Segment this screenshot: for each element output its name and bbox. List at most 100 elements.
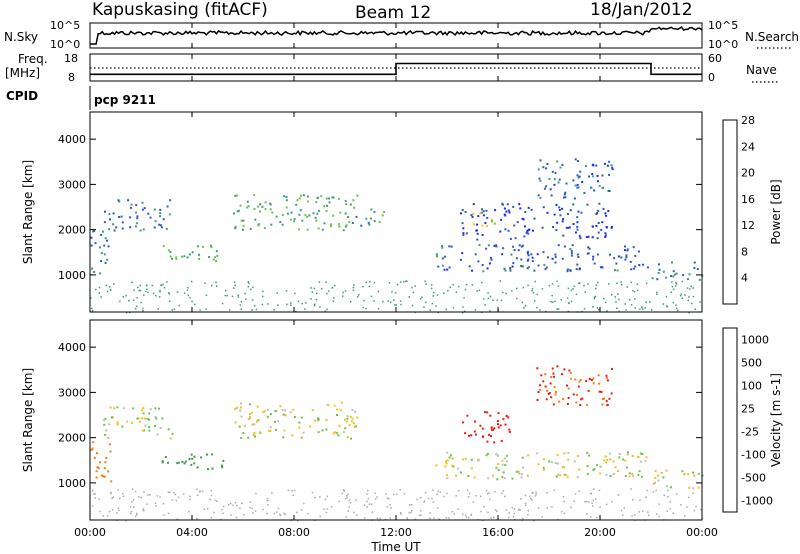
scatter-point xyxy=(210,284,213,287)
echo-point xyxy=(600,390,603,393)
scatter-point xyxy=(189,498,191,501)
scatter-point xyxy=(168,300,171,302)
echo-point xyxy=(634,265,637,268)
echo-point xyxy=(482,214,485,217)
echo-point xyxy=(344,200,347,203)
echo-point xyxy=(264,201,267,204)
colorbar-tick: 100 xyxy=(741,380,762,393)
scatter-point xyxy=(102,515,104,517)
scatter-point xyxy=(548,284,551,287)
echo-point xyxy=(497,426,500,429)
echo-point xyxy=(593,189,596,192)
scatter-point xyxy=(584,291,586,293)
echo-point xyxy=(335,431,338,434)
scatter-point xyxy=(222,512,224,514)
scatter-point xyxy=(111,497,113,500)
scatter-point xyxy=(296,520,299,522)
echo-point xyxy=(118,216,121,218)
echo-point xyxy=(576,221,579,224)
scatter-point xyxy=(513,508,516,510)
scatter-point xyxy=(693,509,696,512)
echo-point xyxy=(578,234,581,237)
scatter-point xyxy=(343,490,345,492)
echo-point xyxy=(336,414,338,416)
echo-point xyxy=(576,476,579,479)
echo-point xyxy=(143,417,146,420)
echo-point xyxy=(555,203,558,206)
echo-point xyxy=(445,460,447,463)
echo-point xyxy=(90,244,93,247)
scatter-point xyxy=(273,309,275,311)
echo-point xyxy=(554,261,557,264)
echo-point xyxy=(527,232,530,235)
echo-point xyxy=(598,382,601,385)
scatter-point xyxy=(229,502,232,505)
scatter-point xyxy=(658,503,660,505)
scatter-point xyxy=(363,299,365,302)
echo-point xyxy=(569,371,572,374)
echo-point xyxy=(558,206,561,209)
echo-point xyxy=(456,467,459,470)
scatter-point xyxy=(171,309,173,311)
scatter-point xyxy=(171,499,174,501)
scatter-point xyxy=(451,511,454,513)
scatter-point xyxy=(467,496,470,498)
scatter-point xyxy=(455,291,458,294)
echo-point xyxy=(610,226,613,229)
scatter-point xyxy=(593,297,596,300)
nave-tick-low: 0 xyxy=(708,71,715,84)
echo-point xyxy=(342,431,345,434)
ytick-label: 1000 xyxy=(58,269,86,282)
echo-point xyxy=(501,476,504,479)
echo-point xyxy=(121,425,124,428)
echo-point xyxy=(592,382,595,385)
echo-point xyxy=(96,466,99,469)
echo-point xyxy=(283,195,286,198)
scatter-point xyxy=(406,280,408,282)
scatter-point xyxy=(412,291,414,294)
scatter-point xyxy=(639,499,641,501)
echo-point xyxy=(515,470,518,473)
scatter-point xyxy=(326,292,328,295)
scatter-point xyxy=(588,501,590,503)
echo-point xyxy=(527,454,530,457)
scatter-point xyxy=(639,308,641,310)
echo-point xyxy=(311,409,314,412)
scatter-point xyxy=(370,295,373,298)
echo-point xyxy=(103,423,106,426)
echo-point xyxy=(254,435,256,438)
scatter-point xyxy=(645,496,647,498)
scatter-point xyxy=(216,500,218,502)
echo-point xyxy=(651,277,654,280)
echo-point xyxy=(477,215,480,218)
echo-point xyxy=(121,221,124,224)
echo-point xyxy=(537,264,540,267)
echo-point xyxy=(481,234,484,236)
echo-point xyxy=(475,229,478,232)
scatter-point xyxy=(399,300,402,302)
echo-point xyxy=(494,209,497,212)
scatter-point xyxy=(419,298,422,300)
echo-point xyxy=(559,474,562,477)
nsky-series xyxy=(90,26,703,45)
echo-point xyxy=(597,180,599,183)
echo-point xyxy=(116,421,119,424)
scatter-point xyxy=(173,308,176,310)
scatter-point xyxy=(129,506,132,508)
echo-point xyxy=(558,178,561,181)
scatter-point xyxy=(387,300,389,302)
scatter-point xyxy=(405,280,407,282)
echo-point xyxy=(503,457,506,460)
echo-point xyxy=(154,425,157,427)
scatter-point xyxy=(117,489,119,491)
scatter-point xyxy=(663,494,665,496)
echo-point xyxy=(473,476,476,479)
echo-point xyxy=(279,221,282,223)
echo-point xyxy=(97,467,100,470)
scatter-point xyxy=(345,515,347,518)
echo-point xyxy=(184,460,187,463)
echo-point xyxy=(198,258,201,260)
echo-point xyxy=(555,391,557,393)
